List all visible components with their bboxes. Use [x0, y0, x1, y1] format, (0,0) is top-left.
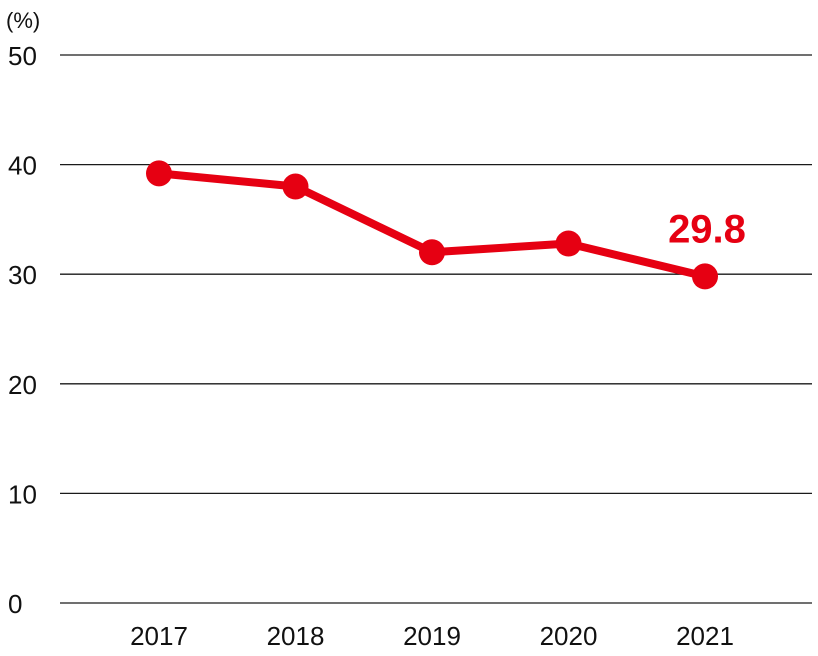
x-axis-tick-labels: 2017 2018 2019 2020 2021 — [130, 621, 734, 651]
y-tick-label: 40 — [8, 151, 37, 181]
gridlines — [60, 54, 812, 604]
y-tick-label: 20 — [8, 370, 37, 400]
y-tick-label: 30 — [8, 260, 37, 290]
data-point — [419, 239, 445, 266]
x-tick-label: 2017 — [130, 621, 188, 651]
y-tick-label: 50 — [8, 41, 37, 71]
y-axis-unit-label: (%) — [6, 8, 40, 33]
x-tick-label: 2019 — [403, 621, 461, 651]
series-layer — [146, 160, 718, 290]
x-tick-label: 2021 — [676, 621, 734, 651]
data-point — [282, 173, 309, 200]
y-axis-tick-labels: 0 10 20 30 40 50 — [8, 41, 37, 619]
y-tick-label: 0 — [8, 589, 22, 619]
x-tick-label: 2018 — [267, 621, 325, 651]
data-point — [555, 230, 582, 257]
data-point — [692, 263, 718, 290]
data-label: 29.8 — [668, 207, 746, 251]
y-tick-label: 10 — [8, 479, 37, 509]
data-point — [146, 160, 172, 187]
data-labels: 29.8 — [668, 207, 746, 251]
x-tick-label: 2020 — [540, 621, 598, 651]
